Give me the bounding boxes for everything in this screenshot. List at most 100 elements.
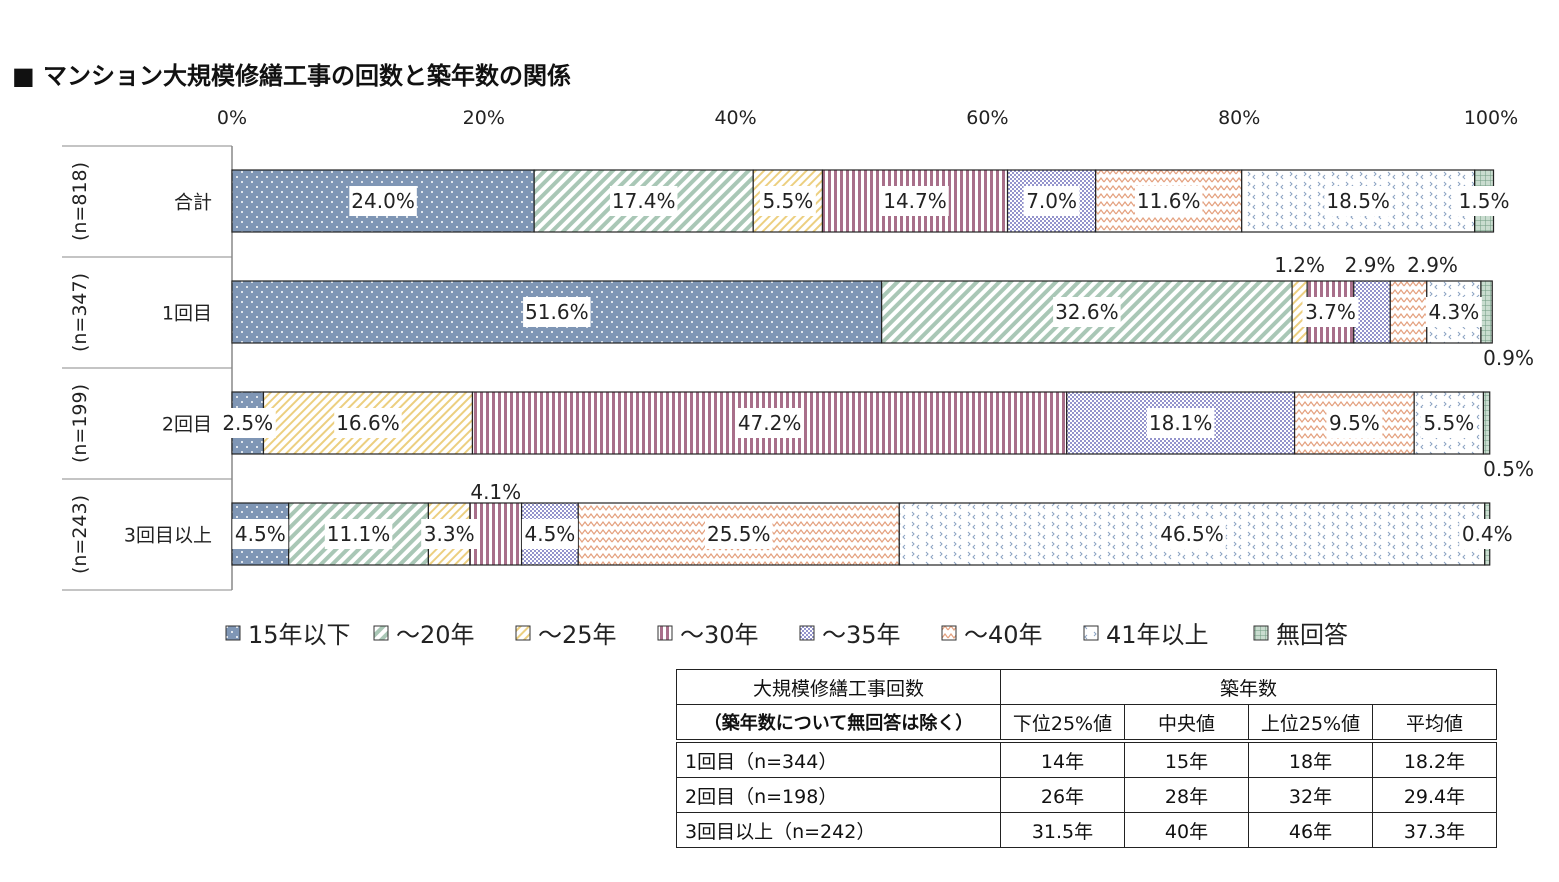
data-label-background [1158, 519, 1226, 549]
cell: 15年 [1124, 739, 1249, 778]
data-label-background [759, 186, 816, 216]
data-label: 0.5% [1483, 457, 1534, 481]
data-label: 2.9% [1407, 253, 1458, 277]
sample-size-label: (n=199) [69, 384, 91, 463]
data-label: 3.7% [1305, 300, 1356, 324]
data-label-background [1425, 297, 1482, 327]
data-label: 11.1% [327, 522, 391, 546]
data-label: 47.2% [738, 411, 802, 435]
data-label: 51.6% [525, 300, 589, 324]
cell: 28年 [1124, 777, 1249, 813]
legend-swatch [515, 625, 531, 641]
header-col: 下位25%値 [1000, 704, 1125, 742]
cell: 31.5年 [1000, 812, 1125, 848]
legend-label: ～20年 [396, 621, 475, 649]
data-label-background [521, 519, 578, 549]
category-label: 1回目 [162, 303, 212, 325]
cell: 18年 [1248, 739, 1373, 778]
data-label: 4.5% [524, 522, 575, 546]
x-tick-label: 60% [966, 107, 1008, 129]
data-label-background [324, 519, 393, 549]
data-label: 9.5% [1329, 411, 1380, 435]
legend-swatch [941, 625, 957, 641]
data-label: 2.9% [1345, 253, 1396, 277]
legend-swatch [657, 625, 673, 641]
chart-title: ■ マンション大規模修繕工事の回数と築年数の関係 [12, 62, 572, 90]
stacked-bar-chart: 0% 20% 40% 60% 80% 100% 合計 (n=818) 1回目 (n=347) 2回目… [62, 107, 1534, 649]
data-label: 14.7% [883, 189, 947, 213]
row-label: 2回目（n=198） [676, 777, 1001, 813]
data-label-background [1134, 186, 1203, 216]
header-col: 平均値 [1372, 704, 1497, 742]
data-label-background [609, 186, 678, 216]
cell: 37.3年 [1372, 812, 1497, 848]
data-label-background [704, 519, 773, 549]
data-label: 4.5% [235, 522, 286, 546]
data-label: 11.6% [1137, 189, 1201, 213]
data-label-background [881, 186, 949, 216]
data-label: 16.6% [336, 411, 400, 435]
data-label: 7.0% [1026, 189, 1077, 213]
data-label-background [421, 519, 478, 549]
data-label: 1.2% [1274, 253, 1325, 277]
data-label: 46.5% [1160, 522, 1224, 546]
bar-segment [469, 502, 523, 566]
header-repair-count: 大規模修繕工事回数 [676, 669, 1001, 705]
cell: 18.2年 [1372, 739, 1497, 778]
legend-label: ～25年 [538, 621, 617, 649]
legend-swatch [373, 625, 389, 641]
category-label: 3回目以上 [124, 525, 212, 547]
legend-label: ～30年 [680, 621, 759, 649]
cell: 14年 [1000, 739, 1125, 778]
data-label: 2.5% [222, 411, 273, 435]
data-label: 24.0% [351, 189, 415, 213]
data-label: 18.1% [1149, 411, 1213, 435]
bar-segment [1480, 280, 1493, 344]
bar-segment [1353, 280, 1391, 344]
data-label: 5.5% [762, 189, 813, 213]
cell: 46年 [1248, 812, 1373, 848]
row-label: 3回目以上（n=242） [676, 812, 1001, 848]
data-label-background [1326, 408, 1383, 438]
header-col: 上位25%値 [1248, 704, 1373, 742]
data-label: 5.5% [1423, 411, 1474, 435]
cell: 26年 [1000, 777, 1125, 813]
category-label: 合計 [174, 192, 212, 214]
x-tick-label: 80% [1218, 107, 1260, 129]
data-label: 17.4% [612, 189, 676, 213]
data-label-background [219, 408, 276, 438]
x-tick-label: 40% [714, 107, 756, 129]
cell: 29.4年 [1372, 777, 1497, 813]
header-building-age: 築年数 [1000, 669, 1497, 705]
data-label-background [349, 186, 417, 216]
legend-swatch [1253, 625, 1269, 641]
data-label: 1.5% [1459, 189, 1510, 213]
data-label-background [1324, 186, 1392, 216]
table-row: 3回目以上（n=242） 31.5年 40年 46年 37.3年 [676, 812, 1497, 848]
sample-size-label: (n=818) [69, 162, 91, 241]
header-exclusion-note: （築年数について無回答は除く） [676, 704, 1001, 742]
bar-segment [1482, 391, 1491, 455]
legend-label: 15年以下 [248, 621, 351, 649]
data-label: 32.6% [1055, 300, 1119, 324]
row-label: 1回目（n=344） [676, 739, 1001, 778]
data-label-background [1420, 408, 1477, 438]
legend-swatch [1083, 625, 1099, 641]
bar-segment [1006, 169, 1097, 233]
x-tick-label: 0% [217, 107, 247, 129]
data-label: 4.3% [1428, 300, 1479, 324]
table-row: 1回目（n=344） 14年 15年 18年 18.2年 [676, 739, 1497, 778]
legend-label: 41年以上 [1106, 621, 1209, 649]
data-label-background [334, 408, 402, 438]
legend-label: ～35年 [822, 621, 901, 649]
data-label-background [523, 297, 591, 327]
data-label: 25.5% [707, 522, 771, 546]
data-label-background [1459, 519, 1516, 549]
legend-swatch [799, 625, 815, 641]
x-tick-label: 20% [463, 107, 505, 129]
legend-swatch [225, 625, 241, 641]
sample-size-label: (n=243) [69, 495, 91, 574]
table-row: 2回目（n=198） 26年 28年 32年 29.4年 [676, 777, 1497, 813]
sample-size-label: (n=347) [69, 273, 91, 352]
